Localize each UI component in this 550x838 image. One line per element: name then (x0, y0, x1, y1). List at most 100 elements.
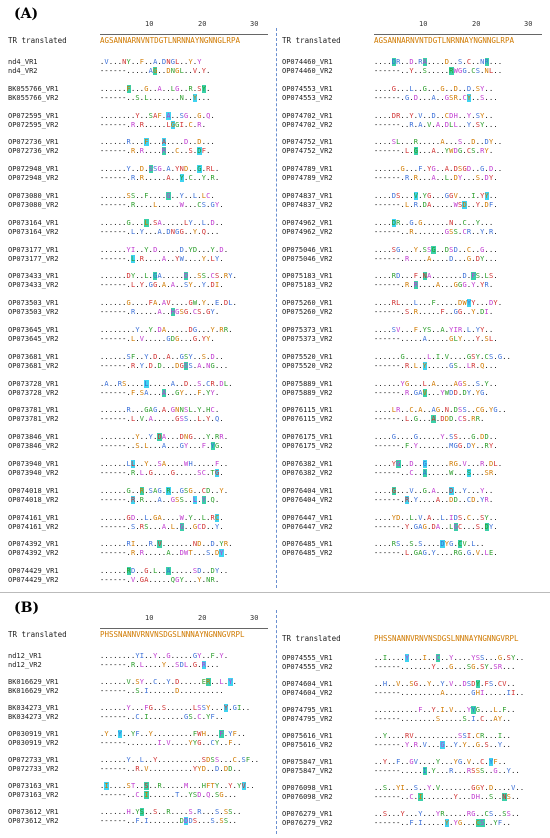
sequence-name: OP073728_VR2 (8, 388, 59, 397)
sequence-name: OP072595_VR2 (8, 120, 59, 129)
sequence-row: OP073163_VR1 .I....ST..S..R.....M...HFTY.… (8, 782, 255, 791)
sequence-row: OP072595_VR1 ........Y..SAF.A..SG..G.Q. (8, 111, 215, 121)
sequence-residues: ..S...Y...Y...YR.....RG..CS..SS.. (374, 810, 520, 818)
sequence-residues: ......G....FA.AV....GW.Y..E.DL. (100, 299, 238, 308)
sequence-row: OP076447_VR2 ------.Y.GAG.DA..LGC...S.DY. (282, 522, 498, 532)
sequence-name: OP073728_VR1 (8, 379, 59, 388)
sequence-row: OP075616_VR2 ------.Y.R.V...G..Y.Y..G.S..… (282, 741, 511, 750)
sequence-pair: BK016629_VR1 ......V.SY..C..Y.D.....ER..L… (8, 678, 237, 696)
sequence-row: OP073177_VR1 ......YI..Y.D.....D.YD...Y.D… (8, 246, 228, 255)
sequence-residues: ------.......Y...G...SG.SY.SR... (374, 663, 516, 671)
sequence-pair: OP076175_VR1 ....G....G.....Y.SS...G.DD..… (282, 433, 498, 451)
sequence-residues: ......SF..Y.D..A..GSY..S.D.. (100, 352, 224, 361)
sequence-row: OP073728_VR2 ------.F.SA...A..GY...F.YY. (8, 388, 233, 398)
sequence-row: BK016629_VR2 ------..S.I......D.......... (8, 687, 237, 696)
sequence-pair: nd4_VR1 .V...NY..F..A.DNGL..Y.Y nd4_VR2 ---… (8, 58, 211, 76)
ruler-tick-30: 30 (250, 614, 259, 622)
sequence-row: OP072595_VR2 ------.R.R.....LGGI.C.R. (8, 120, 215, 130)
sequence-row: OP076382_VR2 ------..C..A.....W...S...SR. (282, 469, 502, 478)
sequence-name: OP076279_VR2 (282, 819, 333, 827)
sequence-pair: OP075046_VR1 ....SG...Y.SSG..DSD..C..G...… (282, 245, 498, 264)
sequence-name: OP073080_VR2 (8, 201, 59, 209)
sequence-row: OP074752_VR1 ....SL...R.....A...S..D..DY.… (282, 138, 502, 147)
sequence-name: BK055766_VR2 (8, 93, 59, 102)
sequence-name: OP076175_VR1 (282, 433, 333, 442)
sequence-row: OP074702_VR1 ....DR..Y.V..D..CDH..Y.SY.. (282, 112, 498, 121)
sequence-name: OP075616_VR1 (282, 732, 333, 740)
sequence-name: OP073781_VR2 (8, 415, 59, 424)
sequence-pair: OP075847_VR1 ..Y..F..GV....Y...YG.V..C.YF… (282, 758, 520, 776)
tr-translated-sequence: AGSANNARNVNTDGTLNRNNAYNGNNGLRPA (374, 36, 514, 45)
sequence-row: OP072948_VR2 ------.R.R.....A..Y.C..Y.R. (8, 174, 219, 183)
sequence-residues: ....DR..Y.V..D..CDH..Y.SY.. (374, 111, 494, 120)
panel-a-label: (A) (14, 6, 39, 22)
panel-a-left-header: 10 20 30 TR translated AGSANNARNVNTDGTLNR… (8, 20, 270, 60)
sequence-row: OP073846_VR1 ........Y..Y.DA...DNG...Y.RR… (8, 433, 228, 442)
sequence-name: OP074962_VR2 (282, 227, 333, 236)
sequence-residues: ..Y....RV..........SSI.CR...I.. (374, 732, 512, 740)
sequence-pair: OP074604_VR1 ..H..V..SG..Y..Y.V..DSDY.FS.… (282, 680, 524, 698)
sequence-row: OP074460_VR2 ------..Y..S.....RWGG.CS.NL.… (282, 67, 502, 76)
sequence-row: OP074429_VR2 ------.V.GA.....QGY...Y.NR. (8, 576, 228, 585)
sequence-row: OP075889_VR1 ......YG...L.A....AGS..S.Y.. (282, 380, 498, 389)
sequence-name: OP076485_VR1 (282, 540, 333, 549)
sequence-name: OP074018_VR1 (8, 486, 59, 495)
sequence-name: BK016629_VR2 (8, 687, 59, 695)
sequence-residues: ------.R....A....D...G.DY... (374, 254, 498, 263)
sequence-name: OP076404_VR1 (282, 486, 333, 495)
sequence-row: OP074604_VR1 ..H..V..SG..Y..Y.V..DSDY.FS.… (282, 680, 524, 689)
sequence-name: OP075847_VR1 (282, 758, 333, 766)
sequence-pair: OP074752_VR1 ....SL...R.....A...S..D..DY.… (282, 138, 502, 156)
sequence-row: OP074429_VR1 ......RD..G.L..A.....SD..DY.… (8, 567, 228, 576)
sequence-name: BK016629_VR1 (8, 678, 59, 686)
sequence-row: OP076115_VR1 ....LR..C.A..AG.N.DSS..CG.YG… (282, 406, 507, 415)
sequence-residues: ......SS..F....G..Y..L.LC. (100, 192, 215, 200)
sequence-name: OP073612_VR1 (8, 808, 59, 816)
sequence-residues: ------.S.RS...A.L.G..GCD..Y. (100, 522, 224, 531)
sequence-residues: ......G.....L.I.V....GSY.CS.G.. (374, 352, 512, 361)
sequence-name: OP072948_VR2 (8, 174, 59, 183)
sequence-name: OP073503_VR2 (8, 308, 59, 317)
sequence-residues: ------..F.I.....Y.YG...CS..YF.. (374, 819, 512, 827)
sequence-row: OP072733_VR2 ------..R.V..........YYD..D.… (8, 765, 259, 774)
sequence-pair: OP075183_VR1 ....RD...F.NA.......D.FS.LS.… (282, 272, 498, 290)
sequence-row: OP073681_VR2 ------.R.Y.D.D...DGSS.A.NG..… (8, 361, 228, 371)
sequence-residues: ------.R.....A..HGSG.CS.GY. (100, 308, 220, 317)
sequence-name: OP073433_VR1 (8, 272, 59, 281)
sequence-row: OP074702_VR2 ------..R.A.V.A.DLL..Y.SY... (282, 121, 498, 130)
sequence-row: nd12_VR1 ........YI..Y..G.....GY..F.Y. (8, 652, 228, 661)
sequence-row: OP074018_VR1 ......G..R.SAG.R..GSG..CD..Y… (8, 486, 228, 496)
sequence-row: OP073846_VR2 ------..S.L...A...GY...F.YG. (8, 442, 228, 451)
sequence-row: OP075520_VR2 ------.R.L.Y.....GS..LR.Q... (282, 361, 511, 371)
sequence-residues: ------..C..A.....W...S...SR. (374, 469, 498, 477)
ruler-line (100, 623, 268, 629)
sequence-name: OP030919_VR2 (8, 739, 59, 747)
sequence-residues: ......G...L.SA.....LY..L.D.. (100, 218, 224, 227)
sequence-row: OP074962_VR2 ------..R.......GSS.CR..Y.R. (282, 228, 498, 237)
sequence-row: OP074795_VR1 ..........F..Y.I.V...YYG...L… (282, 706, 516, 715)
position-ruler: 10 20 30 (100, 20, 270, 40)
sequence-residues: ------.L.G...A..YWDG.CS.RY. (374, 147, 494, 156)
sequence-name: OP074553_VR2 (282, 93, 333, 102)
sequence-residues: ......H.YS..S..R....S.R...S.SS.. (100, 808, 242, 816)
sequence-residues: .Y..Y..YF..Y.........FWH...F.YF.. (100, 730, 246, 738)
sequence-row: OP075847_VR2 ------.....I.Y...R...RSSS..G… (282, 767, 520, 776)
sequence-name: OP072733_VR2 (8, 765, 59, 773)
sequence-pair: OP073781_VR1 ......R...GAG.A.GNNSL.Y.HC. O… (8, 406, 224, 424)
sequence-residues: ..I....Y...I..C..Y....YSS...G.SY.. (374, 654, 525, 662)
sequence-name: OP074604_VR1 (282, 680, 333, 688)
ruler-line (374, 29, 542, 35)
sequence-name: OP075183_VR2 (282, 281, 333, 290)
sequence-pair: nd12_VR1 ........YI..Y..G.....GY..F.Y. nd1… (8, 652, 228, 670)
sequence-row: OP074553_VR1 ....G...L..G...G..D..D.SY.. (282, 85, 498, 94)
sequence-row: OP075889_VR2 ------.R.GAV...YWDD.DY.YG. (282, 388, 498, 398)
sequence-name: OP074553_VR1 (282, 84, 333, 93)
sequence-residues: ------..R.V..........YYD..D.DD.. (100, 765, 242, 773)
sequence-row: OP072948_VR1 ......Y..D.SSG.A.YND..G.RL. (8, 165, 219, 174)
sequence-residues: ------.R.GAV...YWDD.DY.YG. (374, 388, 489, 397)
sequence-name: OP073781_VR1 (8, 406, 59, 415)
sequence-residues: ------..C.I........GS.C.YF.. (100, 713, 224, 721)
sequence-name: nd12_VR2 (8, 661, 42, 669)
sequence-residues: ------.F.Y.......MGG.DY..RY. (374, 442, 498, 451)
sequence-pair: OP075373_VR1 ....SV...F.YS..A.YIR.L.YY.. O… (282, 326, 498, 344)
